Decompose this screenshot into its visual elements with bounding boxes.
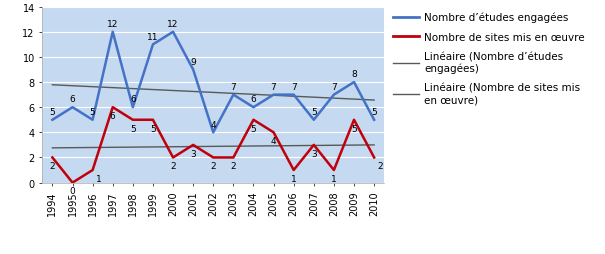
Text: 12: 12 — [107, 20, 119, 29]
Legend: Nombre d’études engagées, Nombre de sites mis en œuvre, Linéaire (Nombre d’étude: Nombre d’études engagées, Nombre de site… — [393, 13, 584, 105]
Text: 4: 4 — [211, 120, 216, 129]
Text: 7: 7 — [270, 83, 276, 91]
Text: 6: 6 — [70, 95, 76, 104]
Text: 1: 1 — [96, 174, 102, 183]
Text: 6: 6 — [110, 112, 116, 120]
Text: 2: 2 — [50, 162, 55, 171]
Text: 4: 4 — [271, 137, 276, 146]
Text: 2: 2 — [378, 162, 383, 171]
Text: 1: 1 — [331, 174, 337, 183]
Text: 0: 0 — [70, 187, 76, 196]
Text: 11: 11 — [147, 33, 159, 41]
Text: 2: 2 — [231, 162, 236, 171]
Text: 1: 1 — [291, 174, 296, 183]
Text: 12: 12 — [168, 20, 178, 29]
Text: 5: 5 — [90, 107, 96, 117]
Text: 6: 6 — [250, 95, 257, 104]
Text: 5: 5 — [130, 124, 136, 133]
Text: 5: 5 — [50, 107, 55, 117]
Text: 7: 7 — [331, 83, 337, 91]
Text: 3: 3 — [311, 149, 316, 158]
Text: 5: 5 — [311, 107, 316, 117]
Text: 3: 3 — [191, 149, 196, 158]
Text: 6: 6 — [130, 95, 136, 104]
Text: 5: 5 — [351, 124, 357, 133]
Text: 5: 5 — [250, 124, 257, 133]
Text: 7: 7 — [231, 83, 236, 91]
Text: 2: 2 — [170, 162, 176, 171]
Text: 5: 5 — [150, 124, 156, 133]
Text: 8: 8 — [351, 70, 357, 79]
Text: 2: 2 — [211, 162, 216, 171]
Text: 9: 9 — [191, 57, 196, 67]
Text: 5: 5 — [371, 107, 377, 117]
Text: 7: 7 — [291, 83, 296, 91]
